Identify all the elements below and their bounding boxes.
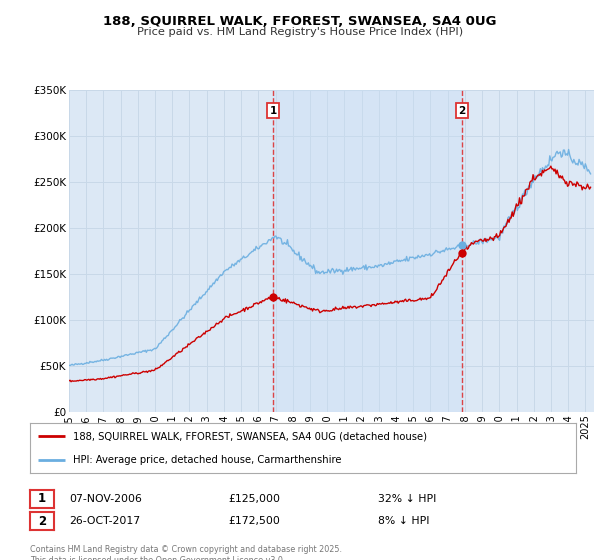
Text: £125,000: £125,000 [228, 494, 280, 504]
Text: Contains HM Land Registry data © Crown copyright and database right 2025.
This d: Contains HM Land Registry data © Crown c… [30, 545, 342, 560]
Text: 26-OCT-2017: 26-OCT-2017 [69, 516, 140, 526]
Text: HPI: Average price, detached house, Carmarthenshire: HPI: Average price, detached house, Carm… [73, 455, 341, 465]
Text: 188, SQUIRREL WALK, FFOREST, SWANSEA, SA4 0UG: 188, SQUIRREL WALK, FFOREST, SWANSEA, SA… [103, 15, 497, 27]
Text: Price paid vs. HM Land Registry's House Price Index (HPI): Price paid vs. HM Land Registry's House … [137, 27, 463, 37]
Text: 1: 1 [269, 105, 277, 115]
Text: 2: 2 [458, 105, 466, 115]
Text: 8% ↓ HPI: 8% ↓ HPI [378, 516, 430, 526]
Text: 2: 2 [38, 515, 46, 528]
Bar [273, 90, 462, 412]
Text: 07-NOV-2006: 07-NOV-2006 [69, 494, 142, 504]
Text: 32% ↓ HPI: 32% ↓ HPI [378, 494, 436, 504]
Text: 188, SQUIRREL WALK, FFOREST, SWANSEA, SA4 0UG (detached house): 188, SQUIRREL WALK, FFOREST, SWANSEA, SA… [73, 431, 427, 441]
Text: 1: 1 [38, 492, 46, 506]
Text: £172,500: £172,500 [228, 516, 280, 526]
